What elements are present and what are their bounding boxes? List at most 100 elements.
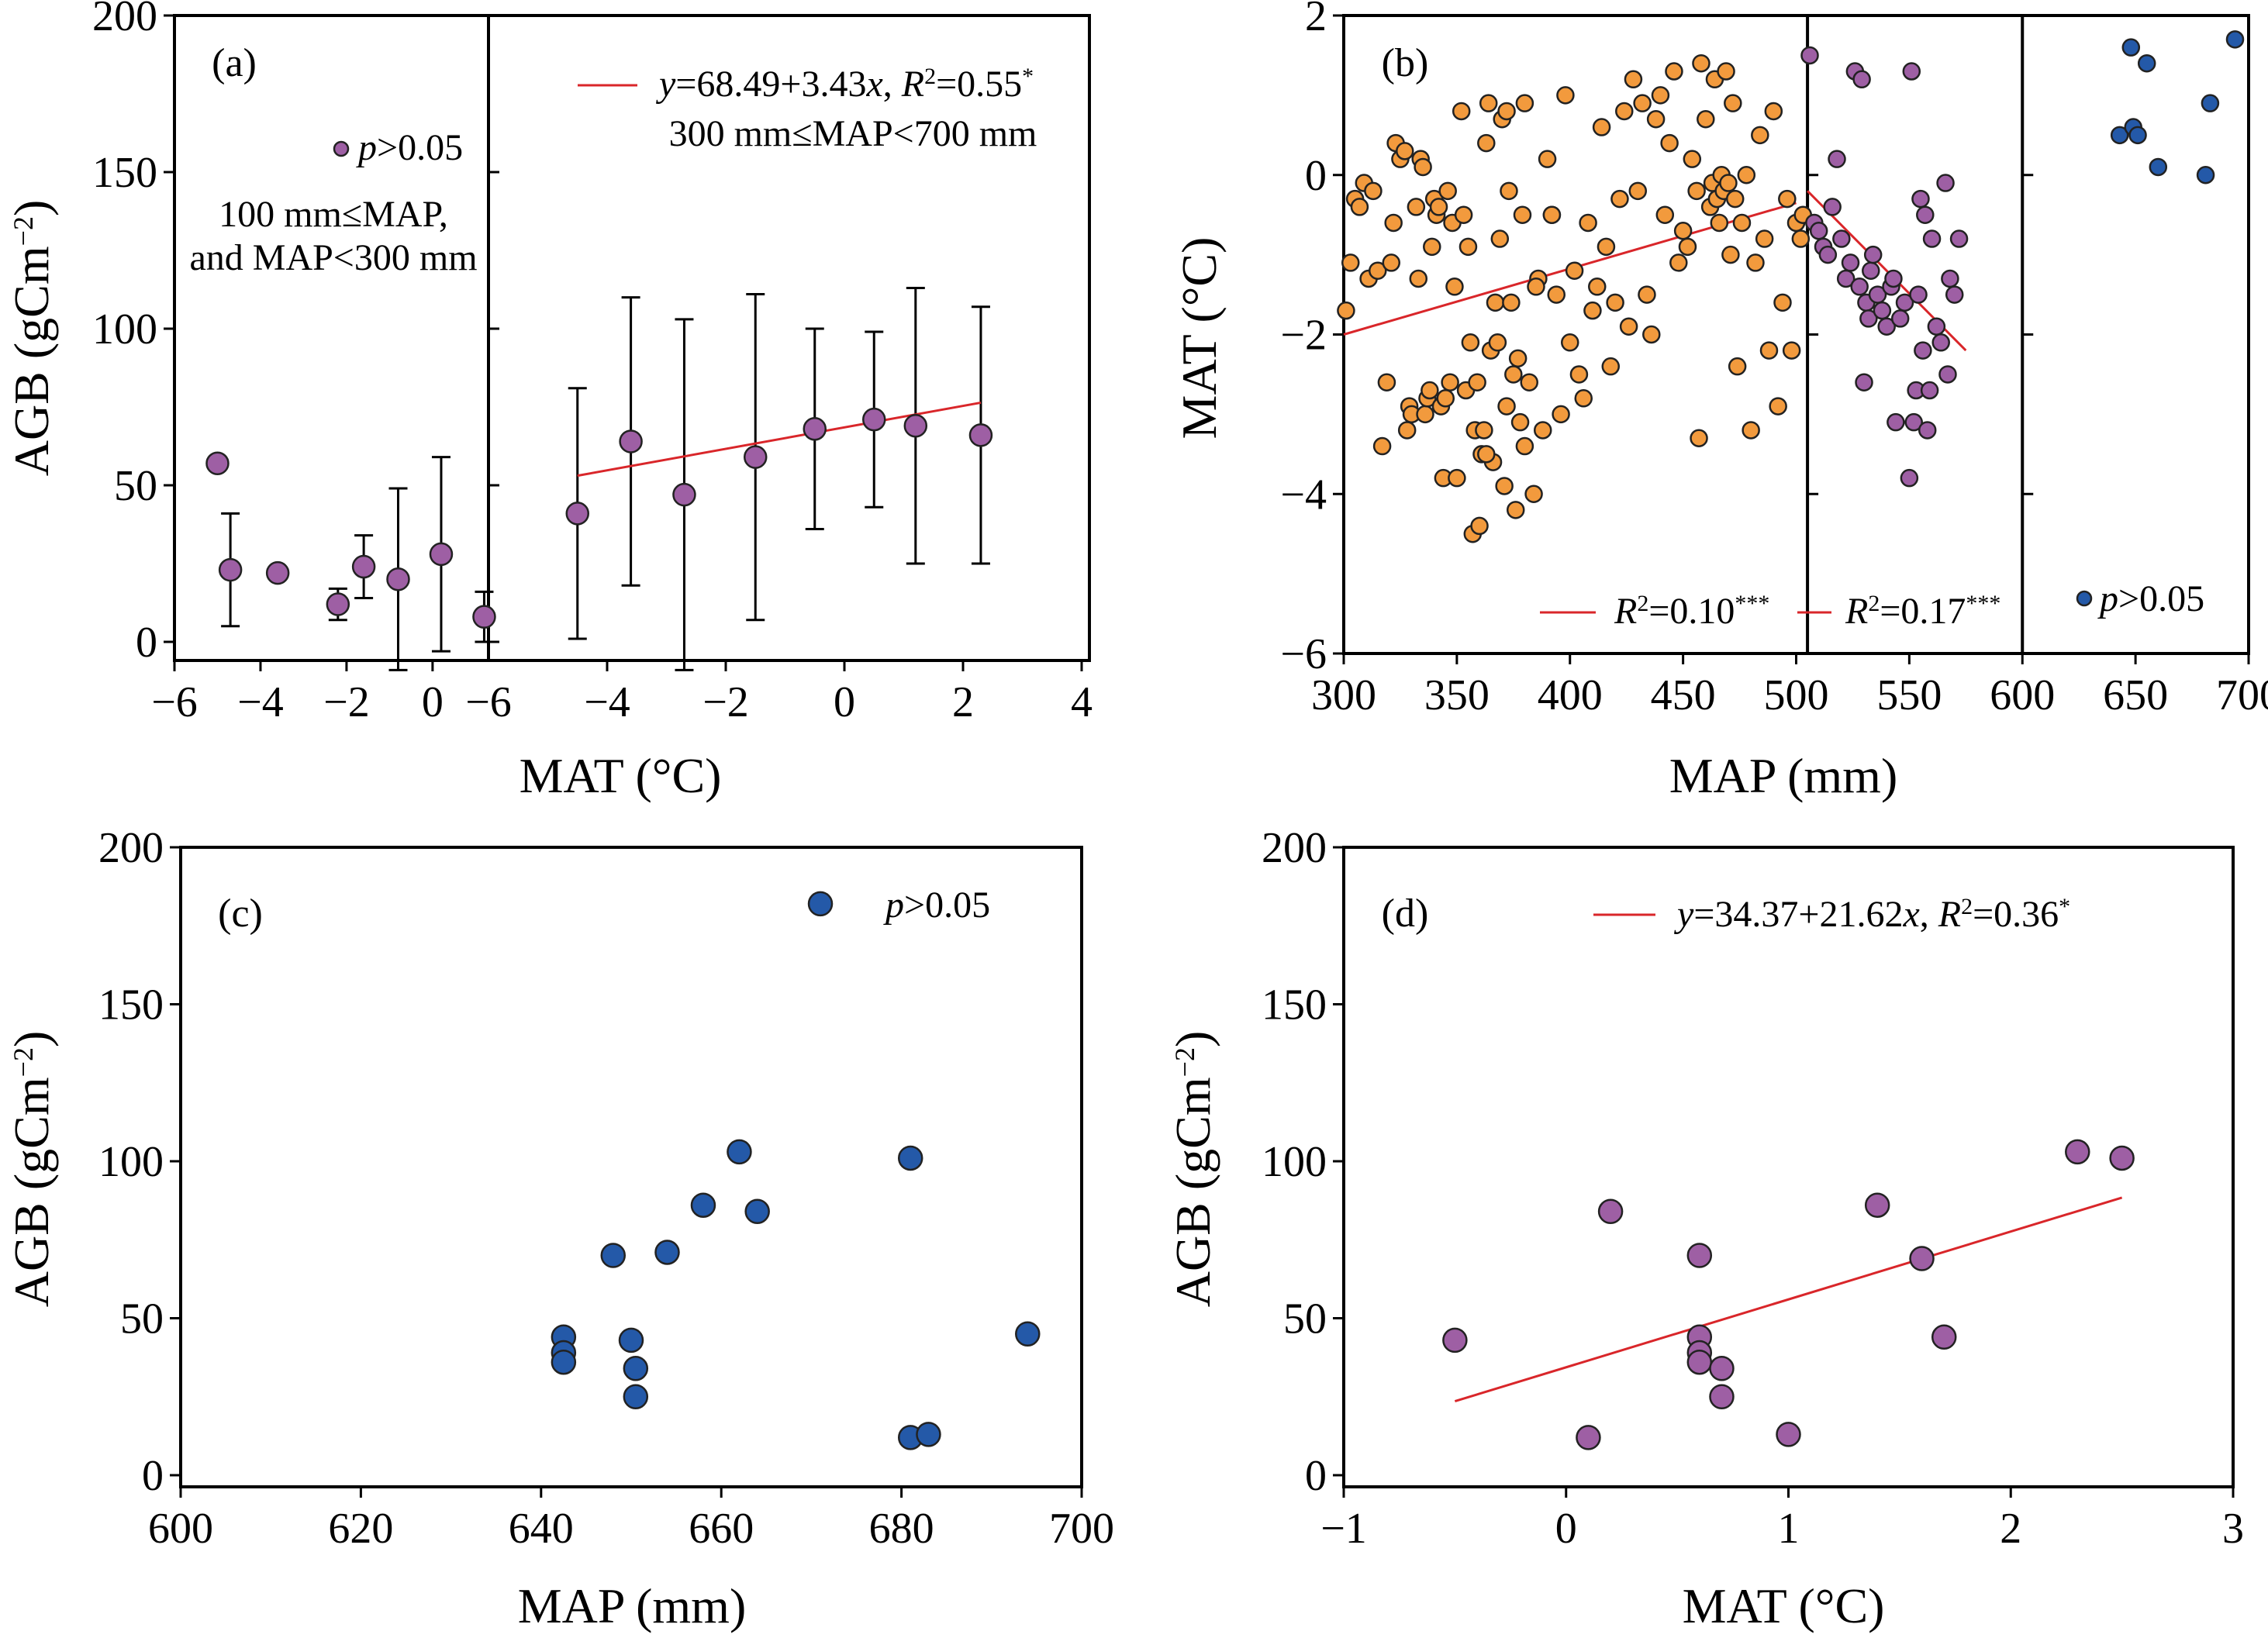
panel-b-point [1372, 436, 1392, 456]
panel-c-point [727, 1139, 752, 1165]
panel-b-legend3: p>0.05 [2097, 578, 2204, 619]
panel-b-point [1914, 341, 1932, 360]
panel-b-point [1538, 150, 1557, 168]
panel-b-point [1909, 285, 1928, 304]
panel-b-point [1683, 150, 1702, 168]
panel-b-point [1911, 189, 1930, 209]
panel-b-point [1904, 412, 1923, 432]
panel-b-ytick-label: 2 [1305, 0, 1327, 40]
panel-b-point [1828, 150, 1846, 168]
panel-b-point [1710, 213, 1729, 233]
panel-d-point [1597, 1198, 1624, 1225]
panel-a-point [205, 451, 230, 475]
panel-b-point [1660, 133, 1679, 153]
panel-b-point [1877, 317, 1896, 336]
panel-b-point [1409, 269, 1428, 288]
panel-b-point [1520, 373, 1538, 391]
panel-b-xtick-label: 650 [2103, 671, 2168, 719]
panel-b-point [1751, 126, 1769, 145]
panel-b-point [1384, 213, 1403, 233]
panel-b-point [1725, 189, 1745, 209]
panel-c-frame [179, 846, 1083, 1488]
panel-d-frame [1342, 846, 2235, 1488]
panel-b-point [1350, 198, 1369, 216]
panel-b-point [1717, 62, 1735, 81]
panel-b-point [1565, 261, 1584, 280]
panel-b-point [1646, 109, 1666, 129]
panel-d-point [1776, 1422, 1801, 1447]
panel-b-point [1500, 181, 1518, 201]
panel-c-point [618, 1327, 644, 1354]
panel-b-point [1697, 109, 1715, 129]
panel-b-point [1769, 397, 1787, 416]
panel-b-point [1850, 278, 1869, 296]
panel-b-point [1724, 94, 1742, 112]
panel-a-left-xtick-label: −6 [151, 678, 198, 726]
panel-b-point [2196, 166, 2215, 184]
panel-d-point [1686, 1243, 1713, 1268]
panel-b-point [1461, 333, 1480, 352]
panel-b-point [1397, 421, 1417, 440]
panel-d-fit-line [1454, 1196, 2123, 1403]
panel-d-point [1931, 1324, 1957, 1350]
panel-b-point [1470, 516, 1489, 536]
panel-b-point [1506, 501, 1525, 519]
panel-b-point [1638, 285, 1656, 304]
panel-b-point [1873, 301, 1892, 320]
panel-b-point [1454, 205, 1473, 224]
panel-b-point [1916, 205, 1935, 224]
panel-d-ytick-label: 0 [1305, 1452, 1327, 1500]
panel-b-point [1938, 365, 1957, 384]
panel-b-point [1547, 285, 1566, 304]
panel-b-point [1364, 181, 1383, 201]
panel-d-xtick-label: 3 [2222, 1505, 2244, 1553]
panel-b-point [1773, 293, 1792, 312]
panel-b-point [1533, 421, 1552, 440]
panel-a-legend-eq: y=68.49+3.43x, R2=0.55* [655, 64, 1034, 105]
panel-b-point [2201, 94, 2220, 112]
panel-c-label: (c) [218, 891, 263, 936]
panel-d-label: (d) [1382, 891, 1429, 936]
panel-b-point [1416, 405, 1434, 424]
panel-b-point [1468, 373, 1486, 391]
panel-c-point [744, 1198, 770, 1225]
panel-b-point [1855, 373, 1873, 391]
panel-c-ytick-label: 150 [98, 981, 164, 1029]
panel-c-xlabel: MAP (mm) [518, 1578, 747, 1633]
panel-b-frame [1342, 14, 2250, 655]
panel-b-point [1610, 189, 1629, 209]
panel-d-point [1709, 1384, 1735, 1409]
panel-b-point [1655, 205, 1675, 224]
panel-a-point [803, 417, 827, 441]
panel-b-point [1841, 253, 1860, 272]
panel-c-xtick-label: 680 [869, 1505, 934, 1553]
panel-c-xtick-label: 660 [689, 1505, 754, 1553]
panel-c-point [654, 1240, 680, 1265]
panel-b-point [1642, 325, 1661, 344]
panel-a-point [386, 567, 410, 591]
panel-d-ylabel: AGB (gCm−2) [1165, 1031, 1220, 1308]
panel-a-point [968, 423, 993, 447]
panel-b-point [1592, 118, 1611, 136]
panel-b-point [1337, 301, 1355, 320]
panel-b-point [1678, 237, 1697, 257]
panel-a-right-xtick-label: −6 [465, 678, 512, 726]
panel-b-point [1486, 293, 1505, 312]
panel-b-point [1488, 333, 1507, 352]
panel-a-ytick-label: 150 [92, 149, 157, 197]
panel-b-point [1800, 46, 1819, 65]
panel-c-point [623, 1356, 649, 1381]
panel-b-point [1513, 205, 1532, 224]
panel-a-legend-line2: and MAP<300 mm [189, 237, 477, 278]
panel-d-ytick-label: 50 [1283, 1295, 1327, 1343]
panel-d-ytick-label: 200 [1262, 824, 1327, 872]
panel-a-left-xtick-label: 0 [422, 678, 444, 726]
panel-b-point [1524, 485, 1543, 503]
panel-b-point [1651, 86, 1670, 105]
panel-a-xlabel: MAT (°C) [520, 748, 722, 803]
panel-d-ytick-label: 100 [1262, 1138, 1327, 1186]
panel-b-point [1497, 102, 1516, 121]
panel-b-point [1448, 468, 1466, 488]
panel-c-point [690, 1192, 716, 1218]
panel-b-point [2137, 53, 2156, 73]
